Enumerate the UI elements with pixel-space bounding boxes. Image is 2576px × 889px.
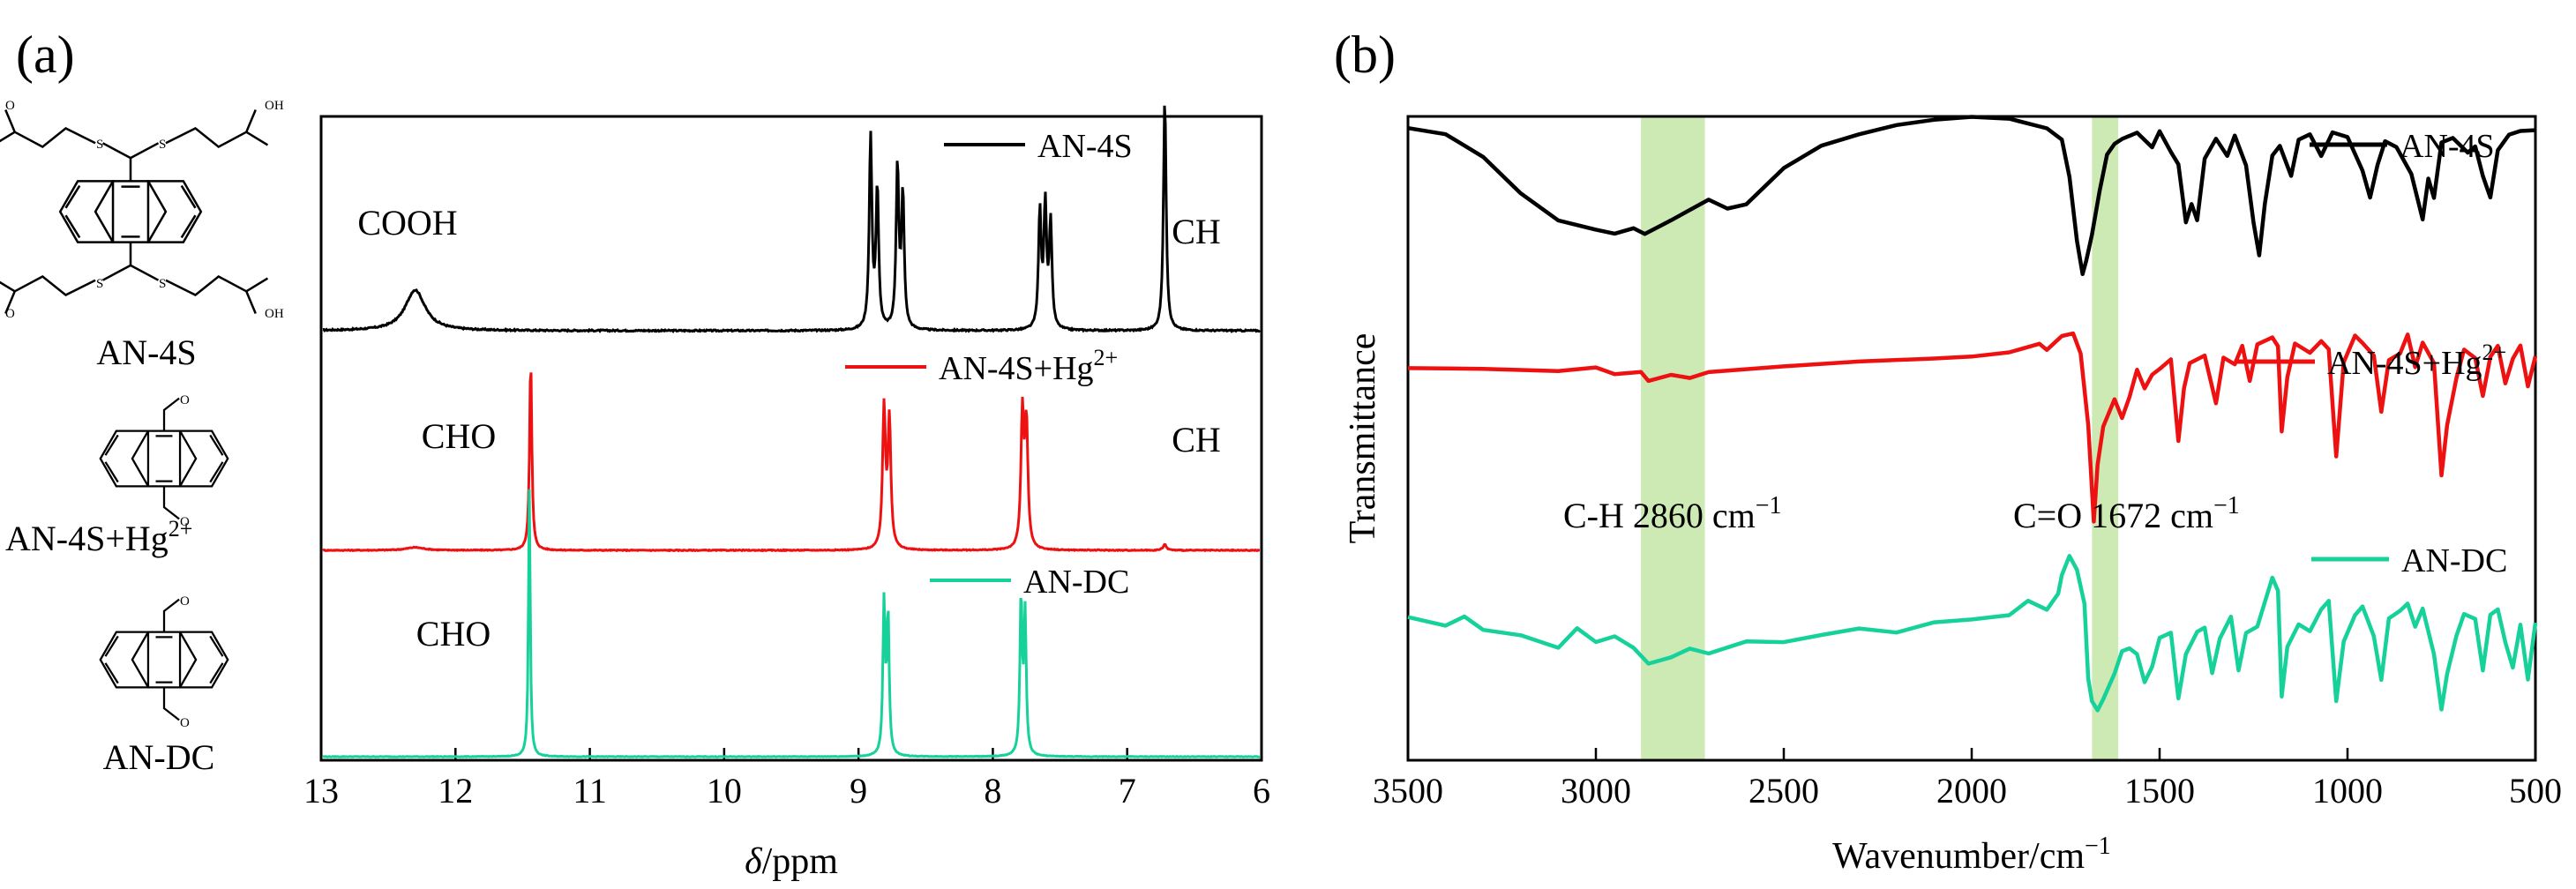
nmr-legend-label: AN-DC [1023,564,1129,601]
nmr-plot-frame [319,115,1263,762]
atom-s: S [96,138,103,152]
ftir-x-tick-label: 1500 [2124,771,2195,811]
ftir-band-annotation: C=O 1672 cm−1 [2013,492,2240,535]
ftir-legend-label: AN-4S [2400,128,2495,165]
ftir-band-annotation: C-H 2860 cm−1 [1563,492,1782,535]
nmr-legend: AN-4S AN-4S+Hg2+ AN-DC [845,128,1133,601]
structure-an4s [0,109,269,314]
ftir-series-line-2 [1407,331,2538,524]
atom-oh: OH [265,307,284,321]
nmr-peak-annotation: CHO [416,614,490,654]
nmr-x-tick-label: 11 [573,771,607,811]
atom-s: S [159,277,166,291]
nmr-series-group [322,105,1262,759]
ftir-legend-label: AN-4S+Hg2+ [2327,340,2506,382]
ftir-y-axis-title: Transmittance [1343,333,1383,544]
nmr-peak-annotation: COOH [357,203,457,243]
nmr-x-tick-label: 10 [707,771,742,811]
ftir-x-tick-label: 2500 [1749,771,1819,811]
atom-o: O [5,307,15,321]
structure-label-an4s-hg: AN-4S+Hg2+ [5,516,192,558]
ftir-plot-frame [1406,115,2537,762]
nmr-x-tick-label: 8 [984,771,1001,811]
structure-an4s-hg-atoms: O O [180,393,190,529]
atom-o: O [180,594,190,609]
atom-o: O [180,716,190,730]
nmr-peak-annotation: CH [1172,212,1221,251]
ftir-x-tick-label: 3000 [1561,771,1631,811]
ftir-series-group [1407,115,2538,713]
ftir-x-axis: 3500 3000 2500 2000 1500 1000 500 [1373,748,2562,811]
atom-s: S [159,138,166,152]
nmr-peak-annotation: CH [1172,420,1221,459]
structure-andc-atoms: O O [180,594,190,730]
ftir-legend-label: AN-DC [2401,542,2507,579]
nmr-peak-annotation: CHO [422,416,496,456]
atom-o: O [5,99,15,113]
nmr-x-tick-label: 13 [303,771,339,811]
nmr-x-tick-label: 7 [1119,771,1136,811]
ftir-x-tick-label: 2000 [1936,771,2007,811]
ftir-series-line-3 [1407,554,2538,713]
structure-an4s-hg [99,397,229,520]
panel-label-a: (a) [16,26,75,84]
ftir-legend: AN-4S AN-4S+Hg2+ AN-DC [2237,128,2507,579]
nmr-x-tick-label: 9 [850,771,867,811]
ftir-annotations: C-H 2860 cm−1 C=O 1672 cm−1 [1563,492,2240,535]
nmr-legend-label: AN-4S [1037,128,1133,165]
atom-oh: OH [265,99,284,113]
atom-s: S [96,277,103,291]
ftir-highlight-band [1641,116,1705,760]
structure-label-an4s: AN-4S [96,332,196,372]
nmr-legend-label: AN-4S+Hg2+ [939,345,1118,387]
nmr-x-axis-title: δ/ppm [745,841,838,882]
ftir-x-tick-label: 500 [2509,771,2562,811]
ftir-highlight-band [2092,116,2119,760]
nmr-series-line-3 [322,489,1261,759]
nmr-annotations: COOH CH CHO CH CHO [357,203,1220,654]
ftir-chart: 3500 3000 2500 2000 1500 1000 500 AN-4S AN-4S+H… [1343,115,2562,877]
nmr-x-axis: 13 12 11 10 9 8 7 6 [303,748,1270,811]
nmr-chart: 13 12 11 10 9 8 7 6 AN-4S AN-4S+Hg2+ AN-DC COOH CH… [303,105,1270,882]
nmr-series-line-1 [322,105,1262,334]
nmr-series-line-2 [322,372,1261,553]
nmr-x-tick-label: 6 [1253,771,1270,811]
anthracene-ring-an4s [58,180,203,243]
atom-o: O [180,393,190,407]
structure-label-andc: AN-DC [103,737,215,777]
ftir-series-line-1 [1407,115,2536,277]
ftir-highlight-bands [1641,116,2119,760]
ftir-x-tick-label: 3500 [1373,771,1443,811]
ftir-x-tick-label: 1000 [2312,771,2383,811]
nmr-x-tick-label: 12 [438,771,473,811]
panel-label-b: (b) [1334,26,1396,84]
structure-an4s-atoms: S S S S O OH O OH [5,99,284,321]
structure-andc [99,598,229,721]
atom-o: O [180,515,190,529]
ftir-x-axis-title: Wavenumber/cm−1 [1832,833,2111,877]
